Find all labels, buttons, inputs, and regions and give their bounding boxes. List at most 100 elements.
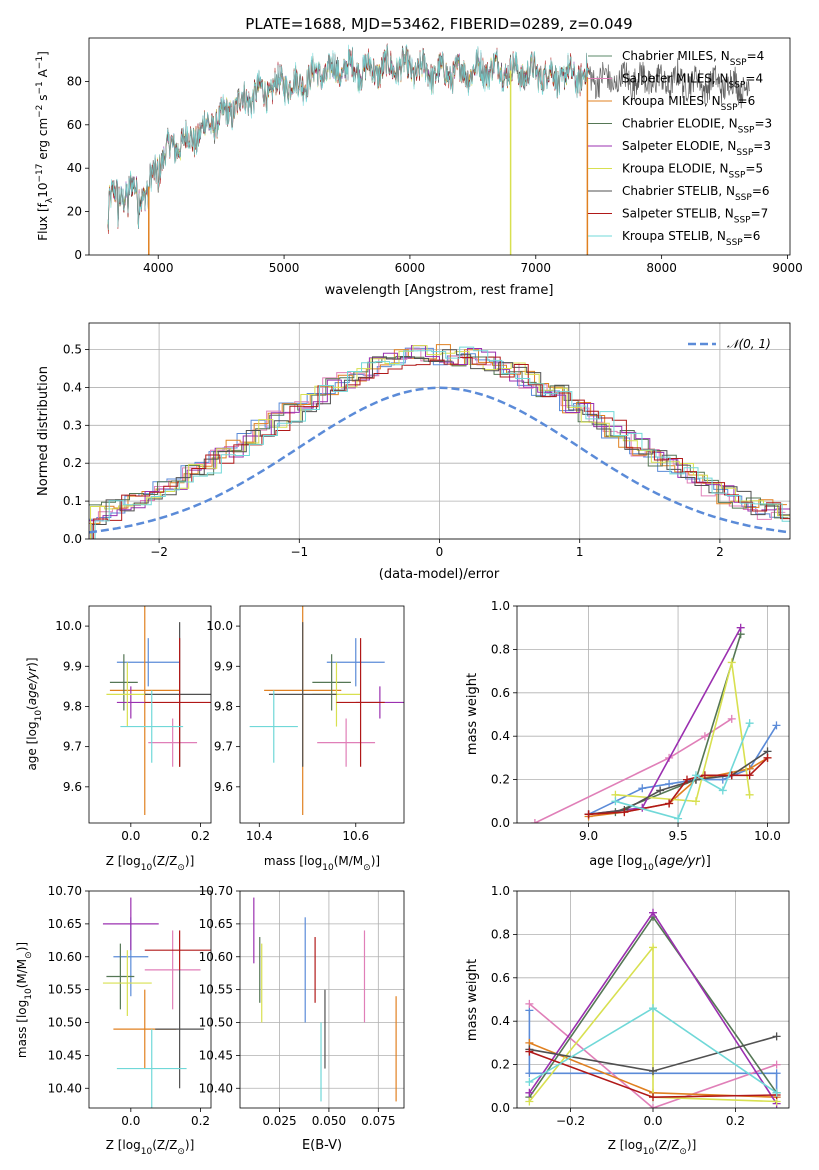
weight-marker bbox=[525, 1077, 534, 1086]
weight-marker bbox=[674, 814, 683, 823]
weight-marker bbox=[649, 1104, 657, 1108]
weight-marker bbox=[772, 721, 781, 730]
legend-label: Salpeter MILES, NSSP=4 bbox=[622, 72, 763, 91]
weight-marker bbox=[736, 623, 745, 632]
x-tick-label: 0.2 bbox=[191, 1114, 210, 1128]
y-tick-label: 10.45 bbox=[48, 1048, 82, 1062]
weight-marker bbox=[649, 1067, 657, 1076]
y-tick-label: 9.8 bbox=[63, 699, 82, 713]
x-tick-label: 2 bbox=[716, 545, 724, 559]
y-tick-label: 10.60 bbox=[48, 950, 82, 964]
y-tick-label: 60 bbox=[67, 118, 82, 132]
x-tick-label: 9000 bbox=[772, 261, 803, 275]
residuals-panel: −2 −1 0 1 2 0.0 0.1 0.2 0.3 0.4 0.5 𝒩(0, 1) (data-mo… bbox=[36, 322, 791, 582]
histogram-series bbox=[90, 345, 790, 539]
weight-marker bbox=[525, 1069, 534, 1078]
y-tick-label: 0.5 bbox=[63, 343, 82, 357]
y-tick-label: 9.6 bbox=[214, 780, 233, 794]
legend-label: Chabrier ELODIE, NSSP=3 bbox=[622, 117, 772, 136]
legend-label: Salpeter STELIB, NSSP=7 bbox=[622, 207, 768, 226]
axes-frame bbox=[239, 890, 405, 1109]
y-tick-label: 9.7 bbox=[214, 740, 233, 754]
massweight_vs_Z-panel: −0.2 0.0 0.2 0.0 0.2 0.4 0.6 0.8 1.0 Z [log10(Z/Z… bbox=[465, 884, 790, 1157]
mass_vs_ebv-panel-marks bbox=[253, 897, 397, 1102]
y-tick-label: 0.0 bbox=[63, 532, 82, 546]
legend-label: Salpeter ELODIE, NSSP=3 bbox=[622, 139, 771, 158]
weight-marker bbox=[691, 771, 700, 780]
histogram-series bbox=[91, 349, 790, 539]
x-tick-label: 1 bbox=[576, 545, 584, 559]
y-axis-label: age [log10(age/yr)] bbox=[25, 657, 44, 770]
weight-marker bbox=[700, 732, 709, 741]
mass_vs_Z-panel: 0.0 0.2 10.40 10.45 10.50 10.55 10.60 10.65 10.7… bbox=[15, 884, 212, 1157]
massweight_vs_Z-panel-marks bbox=[525, 908, 781, 1108]
weight-marker bbox=[656, 786, 665, 795]
y-axis-label: mass [log10(M/M⊙)] bbox=[15, 942, 34, 1058]
x-tick-label: 10.0 bbox=[754, 829, 781, 843]
axes-frame bbox=[88, 37, 791, 256]
x-tick-label: 0.0 bbox=[121, 829, 140, 843]
x-tick-label: 10.6 bbox=[342, 829, 369, 843]
weight-marker bbox=[620, 808, 629, 817]
x-tick-label: 6000 bbox=[395, 261, 426, 275]
y-tick-label: 10.60 bbox=[199, 950, 233, 964]
x-tick-label: 9.0 bbox=[579, 829, 598, 843]
y-tick-label: 10.55 bbox=[199, 983, 233, 997]
y-tick-label: 0.6 bbox=[491, 686, 510, 700]
weight-marker bbox=[649, 1093, 657, 1102]
weight-marker bbox=[649, 943, 657, 952]
y-tick-label: 9.8 bbox=[214, 699, 233, 713]
weight-marker bbox=[649, 1004, 657, 1013]
y-tick-label: 9.7 bbox=[63, 740, 82, 754]
age_vs_Z-panel: 0.0 0.2 9.6 9.7 9.8 9.9 10.0 Z [log10(Z/Z⊙)] age… bbox=[25, 605, 212, 873]
y-tick-label: 10.45 bbox=[199, 1048, 233, 1062]
weight-line bbox=[534, 718, 733, 823]
weight-marker bbox=[745, 790, 754, 799]
y-tick-label: 40 bbox=[67, 161, 82, 175]
histogram-series bbox=[94, 346, 790, 539]
y-tick-label: 0.8 bbox=[491, 642, 510, 656]
weight-marker bbox=[700, 771, 709, 780]
axes-frame bbox=[88, 605, 212, 824]
y-tick-label: 10.50 bbox=[199, 1016, 233, 1030]
y-tick-label: 10.40 bbox=[199, 1081, 233, 1095]
y-tick-label: 80 bbox=[67, 74, 82, 88]
age_vs_mass-panel-marks bbox=[249, 606, 404, 815]
weight-marker bbox=[763, 753, 772, 762]
y-tick-label: 10.0 bbox=[55, 619, 82, 633]
x-axis-label: Z [log10(Z/Z⊙)] bbox=[608, 1138, 697, 1157]
y-tick-label: 0.0 bbox=[491, 816, 510, 830]
weight-marker bbox=[665, 799, 674, 808]
x-tick-label: −0.2 bbox=[556, 1114, 585, 1128]
weight-marker bbox=[584, 810, 593, 819]
mass_vs_Z-panel-marks bbox=[102, 897, 211, 1108]
y-axis-label: Flux [fλ10−17 erg cm−2 s−1 A−1] bbox=[35, 51, 55, 241]
axes-frame bbox=[88, 322, 791, 540]
x-tick-label: 0.0 bbox=[643, 1114, 662, 1128]
x-tick-label: 8000 bbox=[646, 261, 677, 275]
spectrum-panel-marks bbox=[107, 43, 750, 255]
x-tick-label: 4000 bbox=[143, 261, 174, 275]
y-tick-label: 10.0 bbox=[206, 619, 233, 633]
y-tick-label: 10.40 bbox=[48, 1081, 82, 1095]
y-axis-label: mass weight bbox=[465, 673, 480, 755]
x-axis-label: (data-model)/error bbox=[379, 567, 500, 582]
histogram-series bbox=[89, 348, 786, 521]
spectrum-legend: Chabrier MILES, NSSP=4 Salpeter MILES, NS… bbox=[588, 49, 772, 248]
y-tick-label: 9.9 bbox=[214, 659, 233, 673]
massweight_vs_age-panel-marks bbox=[530, 623, 781, 823]
weight-marker bbox=[745, 771, 754, 780]
x-axis-label: mass [log10(M/M⊙)] bbox=[264, 854, 380, 873]
y-tick-label: 10.65 bbox=[48, 917, 82, 931]
y-tick-label: 20 bbox=[67, 205, 82, 219]
y-tick-label: 10.70 bbox=[48, 884, 82, 898]
axes-frame bbox=[239, 605, 405, 824]
x-axis-label: Z [log10(Z/Z⊙)] bbox=[106, 854, 195, 873]
mass_vs_ebv-panel: 0.025 0.050 0.075 10.40 10.45 10.50 10.55 10.60… bbox=[199, 884, 405, 1153]
y-tick-label: 1.0 bbox=[491, 884, 510, 898]
y-tick-label: 10.70 bbox=[199, 884, 233, 898]
x-tick-label: 0.2 bbox=[726, 1114, 745, 1128]
gaussian-curve bbox=[89, 386, 790, 534]
y-tick-label: 10.65 bbox=[199, 917, 233, 931]
